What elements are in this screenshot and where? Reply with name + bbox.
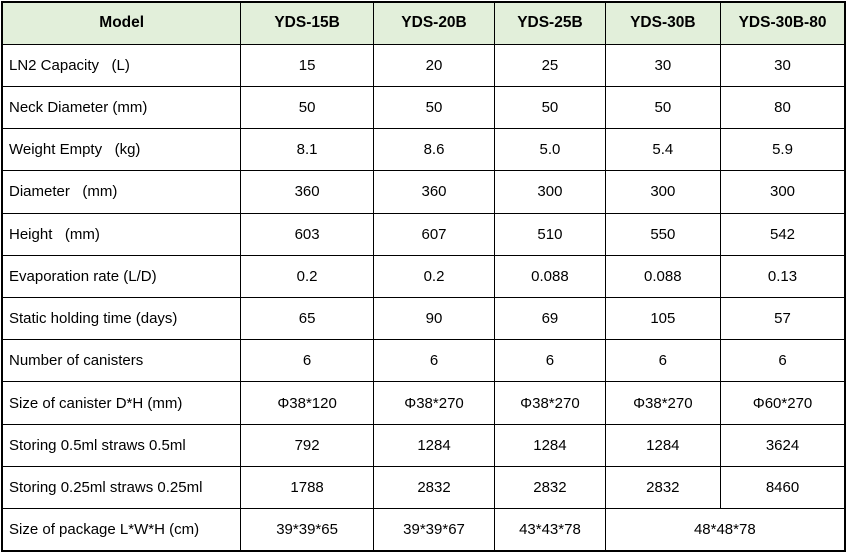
table-row: Evaporation rate (L/D) 0.2 0.2 0.088 0.088 0.… xyxy=(1,254,847,299)
cell-value: 3624 xyxy=(720,423,847,467)
cell-value: 0.13 xyxy=(720,254,847,299)
cell-value: Φ38*270 xyxy=(494,381,606,425)
table-row: Size of package L*W*H (cm) 39*39*65 39*39*… xyxy=(1,508,846,553)
cell-value: 300 xyxy=(494,170,606,214)
cell-value: 50 xyxy=(372,85,496,130)
cell-value: 20 xyxy=(372,43,496,87)
cell-value: 607 xyxy=(372,212,496,256)
row-label: Size of package L*W*H (cm) xyxy=(1,508,242,553)
cell-value: 90 xyxy=(372,297,496,341)
cell-value: 6 xyxy=(720,339,847,383)
cell-value: 360 xyxy=(372,170,496,214)
cell-value: 8.1 xyxy=(240,128,374,172)
cell-value: 2832 xyxy=(494,465,606,510)
cell-value: 69 xyxy=(494,297,606,341)
cell-value: 57 xyxy=(720,297,847,341)
row-label: Neck Diameter (mm) xyxy=(1,85,242,130)
cell-value: 39*39*67 xyxy=(372,508,496,553)
header-cell-yds-30b: YDS-30B xyxy=(604,0,722,45)
cell-value: 510 xyxy=(494,212,606,256)
row-label: Storing 0.5ml straws 0.5ml xyxy=(1,423,242,467)
cell-value: 30 xyxy=(604,43,722,87)
table-row: Number of canisters 6 6 6 6 6 xyxy=(1,339,847,383)
cell-value: 6 xyxy=(494,339,606,383)
cell-value: Φ38*270 xyxy=(372,381,496,425)
table-row: Weight Empty (kg) 8.1 8.6 5.0 5.4 5.9 xyxy=(1,128,847,172)
row-label: Number of canisters xyxy=(1,339,242,383)
cell-value: 5.9 xyxy=(720,128,847,172)
cell-value: 300 xyxy=(720,170,847,214)
cell-value: 50 xyxy=(494,85,606,130)
cell-value: 15 xyxy=(240,43,374,87)
table-row: Storing 0.5ml straws 0.5ml 792 1284 1284 128… xyxy=(1,423,847,467)
cell-value: 1284 xyxy=(494,423,606,467)
table-row: Diameter (mm) 360 360 300 300 300 xyxy=(1,170,847,214)
table-row: Size of canister D*H (mm) Φ38*120 Φ38*270 Φ… xyxy=(1,381,847,425)
cell-value: 8.6 xyxy=(372,128,496,172)
cell-value: 30 xyxy=(720,43,847,87)
table-row: Storing 0.25ml straws 0.25ml 1788 2832 2832… xyxy=(1,465,847,510)
cell-value: 2832 xyxy=(372,465,496,510)
row-label: LN2 Capacity (L) xyxy=(1,43,242,87)
cell-value: 25 xyxy=(494,43,606,87)
cell-value: 0.2 xyxy=(240,254,374,299)
cell-value: 0.2 xyxy=(372,254,496,299)
header-row: Model YDS-15B YDS-20B YDS-25B YDS-30B YDS-30B… xyxy=(1,0,847,45)
cell-value: 792 xyxy=(240,423,374,467)
row-label: Storing 0.25ml straws 0.25ml xyxy=(1,465,242,510)
cell-value: 8460 xyxy=(720,465,847,510)
cell-value: Φ38*120 xyxy=(240,381,374,425)
cell-value: 80 xyxy=(720,85,847,130)
row-label: Size of canister D*H (mm) xyxy=(1,381,242,425)
cell-value: 0.088 xyxy=(604,254,722,299)
row-label: Weight Empty (kg) xyxy=(1,128,242,172)
table-row: Neck Diameter (mm) 50 50 50 50 80 xyxy=(1,85,847,130)
cell-value: Φ38*270 xyxy=(604,381,722,425)
header-cell-yds-25b: YDS-25B xyxy=(494,0,606,45)
header-cell-yds-20b: YDS-20B xyxy=(372,0,496,45)
cell-value: 43*43*78 xyxy=(494,508,606,553)
cell-value: 360 xyxy=(240,170,374,214)
row-label: Static holding time (days) xyxy=(1,297,242,341)
cell-value: 50 xyxy=(240,85,374,130)
row-label: Evaporation rate (L/D) xyxy=(1,254,242,299)
cell-value: 6 xyxy=(372,339,496,383)
header-cell-yds-30b-80: YDS-30B-80 xyxy=(720,0,847,45)
cell-value: 1788 xyxy=(240,465,374,510)
cell-value: Φ60*270 xyxy=(720,381,847,425)
table-row: LN2 Capacity (L) 15 20 25 30 30 xyxy=(1,43,847,87)
cell-value: 6 xyxy=(240,339,374,383)
cell-value: 603 xyxy=(240,212,374,256)
cell-value: 1284 xyxy=(372,423,496,467)
row-label: Diameter (mm) xyxy=(1,170,242,214)
cell-value: 0.088 xyxy=(494,254,606,299)
header-cell-model: Model xyxy=(1,0,242,45)
cell-value: 6 xyxy=(604,339,722,383)
cell-value: 1284 xyxy=(604,423,722,467)
cell-value: 300 xyxy=(604,170,722,214)
cell-value: 2832 xyxy=(604,465,722,510)
cell-value: 48*48*78 xyxy=(604,508,846,553)
row-label: Height (mm) xyxy=(1,212,242,256)
cell-value: 39*39*65 xyxy=(240,508,374,553)
table-row: Height (mm) 603 607 510 550 542 xyxy=(1,212,847,256)
cell-value: 5.0 xyxy=(494,128,606,172)
cell-value: 65 xyxy=(240,297,374,341)
cell-value: 542 xyxy=(720,212,847,256)
table-row: Static holding time (days) 65 90 69 105 57 xyxy=(1,297,847,341)
cell-value: 5.4 xyxy=(604,128,722,172)
header-cell-yds-15b: YDS-15B xyxy=(240,0,374,45)
cell-value: 550 xyxy=(604,212,722,256)
cell-value: 105 xyxy=(604,297,722,341)
cell-value: 50 xyxy=(604,85,722,130)
